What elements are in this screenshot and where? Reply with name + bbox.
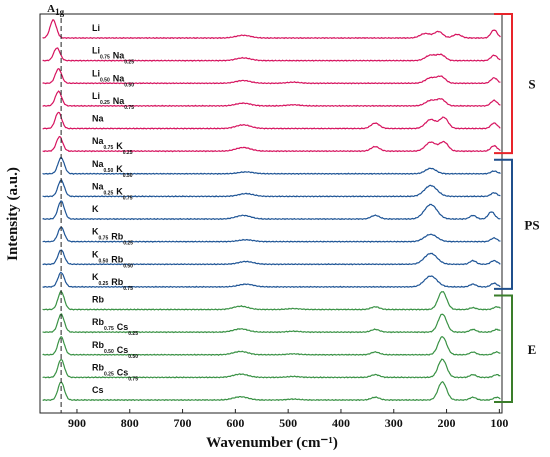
x-tick-label-200: 200	[438, 416, 456, 430]
group-bracket-e	[494, 294, 513, 403]
spectrum-line-cs	[42, 380, 501, 402]
spectrum-line-k0.75rb0.25	[42, 226, 501, 243]
series-label-rb: Rb	[92, 295, 104, 305]
spectrum-line-rb0.25cs0.75	[42, 358, 501, 379]
x-axis-title: Wavenumber (cm⁻¹)	[206, 435, 338, 451]
spectrum-line-k0.25rb0.75	[42, 271, 501, 289]
series-label-k0.75rb0.25: K0.75 Rb0.25	[92, 227, 133, 247]
spectrum-line-k	[42, 200, 501, 221]
spectrum-line-li0.25na0.75	[42, 90, 501, 108]
group-bracket-s	[494, 13, 513, 155]
x-tick-label-900: 900	[68, 416, 86, 430]
series-label-na0.50k0.50: Na0.50 K0.50	[92, 159, 133, 179]
spectrum-line-na0.75k0.25	[42, 135, 501, 153]
spectrum-line-rb0.50cs0.50	[42, 336, 501, 356]
x-tick-label-600: 600	[226, 416, 244, 430]
x-tick-label-300: 300	[385, 416, 403, 430]
spectrum-line-li0.75na0.25	[42, 47, 501, 62]
group-bracket-layer: S PS E	[494, 13, 540, 403]
x-tick-label-800: 800	[121, 416, 139, 430]
series-label-li0.25na0.75: Li0.25 Na0.75	[92, 91, 134, 111]
series-label-cs: Cs	[92, 385, 104, 395]
group-label-s: S	[528, 77, 535, 92]
series-label-rb0.25cs0.75: Rb0.25 Cs0.75	[92, 362, 138, 382]
series-label-na0.75k0.25: Na0.75 K0.25	[92, 136, 133, 156]
plot-area	[39, 13, 503, 414]
spectrum-line-na0.25k0.75	[42, 179, 501, 198]
series-label-na0.25k0.75: Na0.25 K0.75	[92, 181, 133, 201]
spectrum-line-na0.50k0.50	[42, 156, 501, 175]
series-label-li0.50na0.50: Li0.50 Na0.50	[92, 68, 134, 88]
series-label-rb0.75cs0.25: Rb0.75 Cs0.25	[92, 317, 138, 337]
group-label-e: E	[528, 342, 537, 357]
series-layer	[42, 19, 501, 402]
spectrum-line-rb	[42, 290, 501, 311]
series-label-k0.50rb0.50: K0.50 Rb0.50	[92, 249, 133, 269]
spectrum-line-li	[42, 19, 501, 40]
y-axis-title: Intensity (a.u.)	[5, 167, 21, 261]
plot-frame	[39, 13, 503, 414]
x-tick-label-500: 500	[279, 416, 297, 430]
group-bracket-ps	[494, 158, 513, 290]
series-label-li: Li	[92, 23, 100, 33]
spectrum-line-k0.50rb0.50	[42, 249, 501, 266]
group-label-ps: PS	[524, 217, 539, 232]
spectrum-line-rb0.75cs0.25	[42, 313, 501, 334]
series-label-li0.75na0.25: Li0.75 Na0.25	[92, 46, 134, 66]
x-axis: 900 800 700 600 500 400 300 200 100	[68, 409, 508, 430]
a1g-peak-label: A1g	[47, 3, 64, 17]
series-label-rb0.50cs0.50: Rb0.50 Cs0.50	[92, 340, 138, 360]
series-label-na: Na	[92, 114, 104, 124]
x-tick-label-400: 400	[332, 416, 350, 430]
series-label-k: K	[92, 204, 99, 214]
spectrum-line-li0.50na0.50	[42, 68, 501, 85]
spectrum-line-na	[42, 111, 501, 130]
series-label-k0.25rb0.75: K0.25 Rb0.75	[92, 272, 133, 292]
x-tick-label-100: 100	[490, 416, 508, 430]
x-tick-label-700: 700	[174, 416, 192, 430]
